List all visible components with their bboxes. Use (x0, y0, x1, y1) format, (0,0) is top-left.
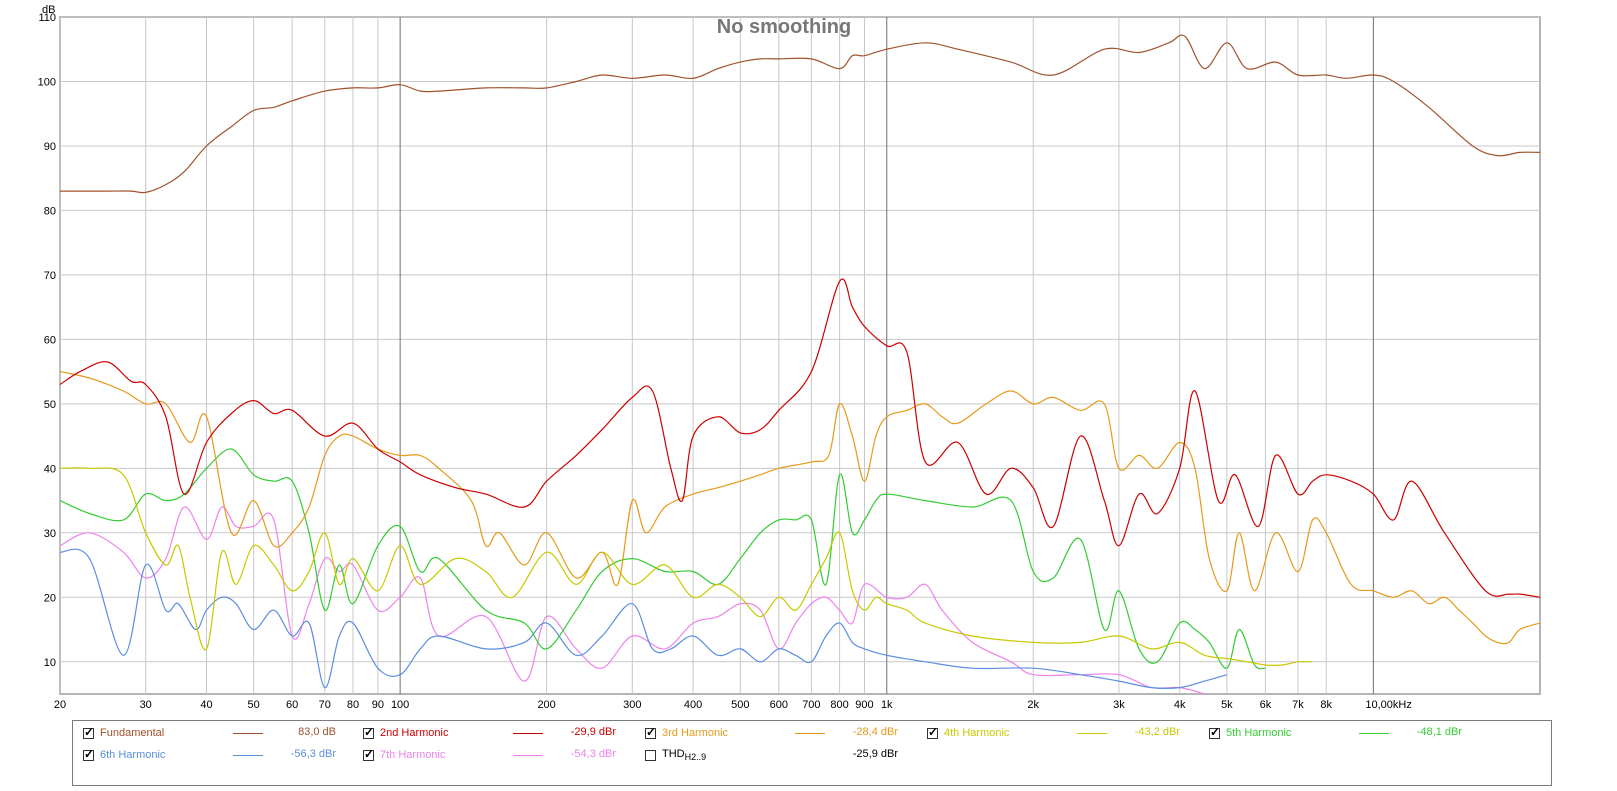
legend-checkbox-fundamental[interactable] (83, 725, 94, 739)
x-tick-label: 1k (881, 699, 893, 711)
y-tick-label: 60 (44, 334, 56, 346)
x-tick-label: 50 (248, 699, 260, 711)
legend-item-3rd-harmonic[interactable]: 3rd Harmonic (645, 724, 728, 742)
y-tick-label: 90 (44, 141, 56, 153)
x-tick-label: 5k (1221, 699, 1233, 711)
x-tick-label: 2k (1027, 699, 1039, 711)
frequency-response-chart: 10 20 30 40 50 60 70 80 90 100 110 20 30 40 50 60 70 80 90… (38, 4, 1541, 711)
plot-lines (59, 34, 1541, 695)
legend-checkbox-6th-harmonic[interactable] (83, 747, 94, 761)
y-tick-label: 10 (44, 657, 56, 669)
x-tick-label: 900 (855, 699, 873, 711)
legend-label: 2nd Harmonic (380, 727, 449, 739)
x-tick-label: 4k (1174, 699, 1186, 711)
x-tick-label: 20 (54, 699, 66, 711)
legend-item-2nd-harmonic[interactable]: 2nd Harmonic (363, 724, 448, 742)
legend-line-swatch (513, 755, 543, 756)
legend-value-fundamental: 83,0 dB (298, 726, 336, 738)
series-line-fundamental (59, 34, 1541, 194)
x-tick-label: 90 (372, 699, 384, 711)
legend-item-thd-h2-9[interactable]: THDH2..9 (645, 746, 706, 764)
x-tick-label: 800 (830, 699, 848, 711)
y-tick-label: 110 (38, 12, 56, 24)
y-tick-label: 50 (44, 399, 56, 411)
legend: Fundamental 83,0 dB 2nd Harmonic -29,9 dBr 3… (72, 720, 1552, 786)
series-line-2nd-harmonic (59, 278, 1541, 598)
legend-checkbox-3rd-harmonic[interactable] (645, 725, 656, 739)
x-tick-label: 700 (802, 699, 820, 711)
legend-value-6th-harmonic: -56,3 dBr (290, 748, 336, 760)
legend-value-2nd-harmonic: -29,9 dBr (570, 726, 616, 738)
legend-line-swatch (233, 755, 263, 756)
y-tick-label: 70 (44, 270, 56, 282)
x-tick-label: 30 (140, 699, 152, 711)
legend-value-3rd-harmonic: -28,4 dBr (852, 726, 898, 738)
x-tick-label: 10,00kHz (1365, 699, 1411, 711)
x-tick-label: 200 (537, 699, 555, 711)
series-line-5th-harmonic (59, 448, 1266, 670)
x-tick-label: 500 (731, 699, 749, 711)
legend-value-4th-harmonic: -43,2 dBr (1134, 726, 1180, 738)
legend-value-thd-h2-9: -25,9 dBr (852, 748, 898, 760)
y-tick-label: 40 (44, 463, 56, 475)
x-tick-label: 3k (1113, 699, 1125, 711)
legend-line-swatch (513, 733, 543, 734)
y-tick-label: 20 (44, 592, 56, 604)
legend-line-swatch (1359, 733, 1389, 734)
y-axis-label: dB (42, 4, 55, 16)
legend-line-swatch (795, 733, 825, 734)
legend-checkbox-thd-h2-9[interactable] (645, 749, 656, 761)
legend-checkbox-4th-harmonic[interactable] (927, 725, 938, 739)
legend-label: 7th Harmonic (380, 749, 446, 761)
x-tick-label: 6k (1260, 699, 1272, 711)
legend-checkbox-7th-harmonic[interactable] (363, 747, 374, 761)
x-tick-label: 8k (1320, 699, 1332, 711)
x-tick-label: 40 (200, 699, 212, 711)
legend-label: 6th Harmonic (100, 749, 166, 761)
series-line-4th-harmonic (59, 467, 1313, 666)
x-tick-label: 70 (319, 699, 331, 711)
legend-label: Fundamental (100, 727, 165, 739)
legend-label: 3rd Harmonic (662, 727, 729, 739)
legend-value-7th-harmonic: -54,3 dBr (570, 748, 616, 760)
legend-item-fundamental[interactable]: Fundamental (83, 724, 164, 742)
x-tick-label: 600 (770, 699, 788, 711)
legend-line-swatch (1077, 733, 1107, 734)
legend-item-5th-harmonic[interactable]: 5th Harmonic (1209, 724, 1291, 742)
legend-label: 5th Harmonic (1226, 727, 1292, 739)
legend-label: THDH2..9 (662, 747, 707, 763)
series-line-6th-harmonic (59, 548, 1228, 689)
y-tick-label: 30 (44, 528, 56, 540)
x-tick-label: 300 (623, 699, 641, 711)
axis-labels: 10 20 30 40 50 60 70 80 90 100 110 20 30 40 50 60 70 80 90… (38, 12, 1412, 711)
x-tick-label: 400 (684, 699, 702, 711)
chart-grid (59, 16, 1541, 695)
legend-item-4th-harmonic[interactable]: 4th Harmonic (927, 724, 1009, 742)
series-line-3rd-harmonic (59, 371, 1541, 645)
legend-value-5th-harmonic: -48,1 dBr (1416, 726, 1462, 738)
legend-checkbox-5th-harmonic[interactable] (1209, 725, 1220, 739)
legend-label: 4th Harmonic (944, 727, 1010, 739)
x-tick-label: 100 (391, 699, 409, 711)
y-tick-label: 100 (38, 76, 56, 88)
legend-item-7th-harmonic[interactable]: 7th Harmonic (363, 746, 445, 764)
plot-frame (59, 16, 1541, 695)
legend-checkbox-2nd-harmonic[interactable] (363, 725, 374, 739)
x-tick-label: 60 (286, 699, 298, 711)
chart-title: No smoothing (717, 16, 851, 38)
x-tick-label: 7k (1292, 699, 1304, 711)
y-tick-label: 80 (44, 205, 56, 217)
legend-line-swatch (233, 733, 263, 734)
legend-item-6th-harmonic[interactable]: 6th Harmonic (83, 746, 165, 764)
x-tick-label: 80 (347, 699, 359, 711)
